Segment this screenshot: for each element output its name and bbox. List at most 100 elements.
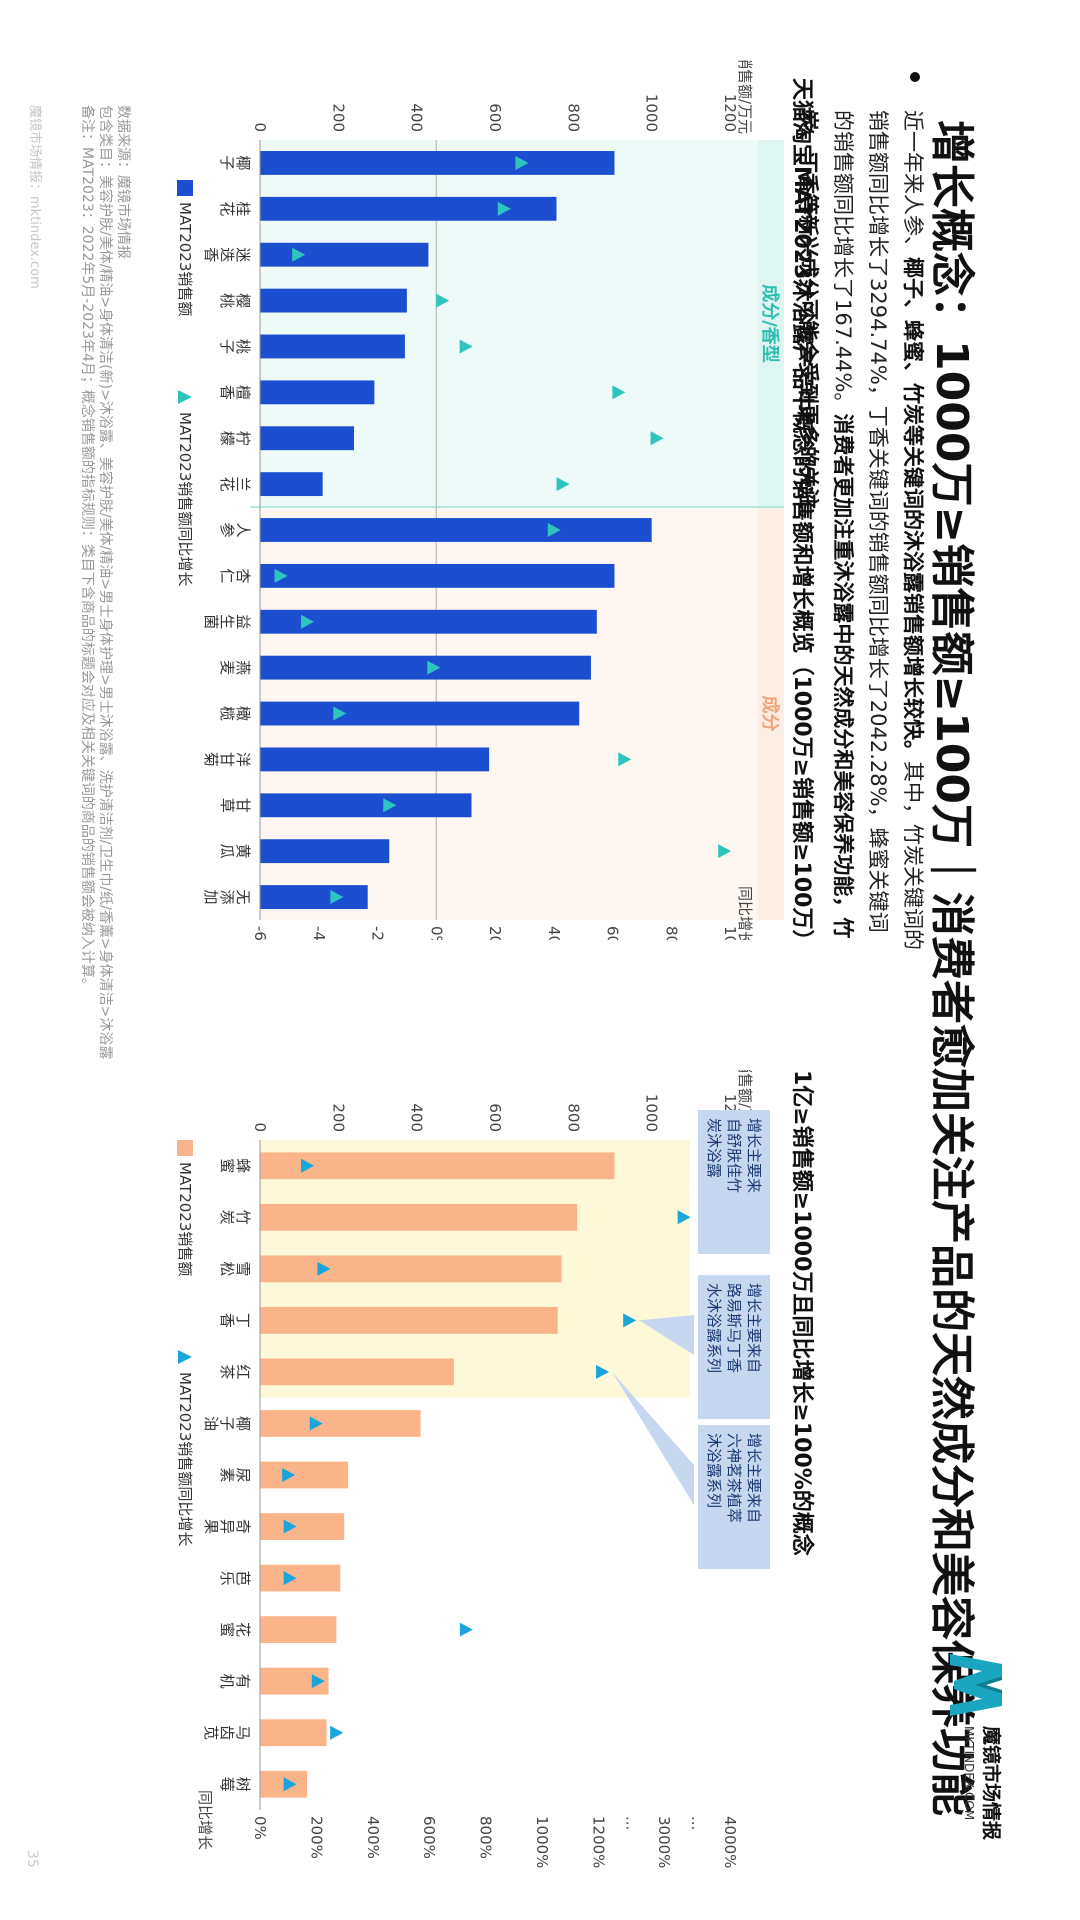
category-label: 樱桃 bbox=[218, 293, 252, 308]
growth-marker-人参 bbox=[547, 523, 561, 537]
growth-marker-雪松 bbox=[317, 1261, 331, 1276]
bar-有机 bbox=[259, 1667, 329, 1695]
category-label: 益生菌 bbox=[202, 614, 252, 629]
y2-tick-label: 40% bbox=[545, 926, 563, 940]
y-tick-label: 1200 bbox=[721, 94, 739, 132]
y-tick-label: 200 bbox=[329, 1103, 347, 1132]
y-tick-label: 0 bbox=[251, 122, 269, 132]
growth-marker-桃子 bbox=[459, 339, 473, 354]
growth-marker-红茶 bbox=[596, 1364, 610, 1379]
page-number: 35 bbox=[24, 1850, 40, 1868]
category-label: 椰子 bbox=[218, 155, 252, 170]
callout-line: 增长主要来自 bbox=[745, 1433, 763, 1524]
bar-檀香 bbox=[260, 380, 375, 405]
bar-橄榄 bbox=[259, 701, 580, 726]
bar-蜂蜜 bbox=[259, 1152, 615, 1180]
category-label: 橄榄 bbox=[218, 706, 252, 721]
category-label: 花蜜 bbox=[218, 1622, 252, 1637]
bar-迷迭香 bbox=[259, 242, 429, 267]
watermark: 魔镜市场情报：mktindex.com bbox=[27, 105, 42, 289]
group-area-0 bbox=[260, 140, 758, 508]
category-label: 洋甘菊 bbox=[202, 752, 252, 767]
bar-椰子油 bbox=[260, 1410, 421, 1437]
y2-axis-title: 同比增长 bbox=[736, 886, 754, 940]
growth-marker-黄瓜 bbox=[718, 844, 732, 859]
bar-益生菌 bbox=[259, 609, 597, 634]
growth-marker-洋甘菊 bbox=[618, 752, 632, 767]
y2-axis-title: 同比增长 bbox=[196, 1790, 214, 1850]
y-tick-label: 800 bbox=[564, 1103, 582, 1132]
growth-marker-丁香 bbox=[623, 1313, 637, 1328]
y2-tick-label: 4000% bbox=[721, 1816, 739, 1868]
category-label: 柠檬 bbox=[218, 431, 252, 446]
y2-tick-label: 0% bbox=[251, 1816, 269, 1840]
growth-marker-椰子油 bbox=[309, 1416, 323, 1431]
growth-marker-有机 bbox=[311, 1674, 325, 1689]
footer-categories: 包含类目：美容护肤/美体/精油>身体清洁(新)>沐浴露、美容护肤/美体/精油>男… bbox=[97, 105, 113, 1060]
bar-甘草 bbox=[260, 793, 472, 818]
group-band-0 bbox=[758, 140, 784, 508]
bar-奇异果 bbox=[260, 1513, 345, 1540]
category-label: 桂花 bbox=[218, 201, 252, 216]
y2-tick-label: -60% bbox=[251, 926, 269, 940]
growth-marker-竹炭 bbox=[677, 1210, 691, 1225]
y2-tick-label: 400% bbox=[364, 1816, 382, 1859]
y2-tick-label: 1200% bbox=[589, 1816, 607, 1868]
logo: 魔镜市场情报 MKTINDEX.COM bbox=[920, 1650, 1020, 1890]
y2-tick-label: 1000% bbox=[533, 1816, 551, 1868]
category-label: 檀香 bbox=[218, 385, 252, 400]
bar-芭乐 bbox=[259, 1564, 341, 1592]
growth-marker-橄榄 bbox=[333, 706, 347, 721]
bar-洋甘菊 bbox=[260, 747, 490, 772]
category-label: 桃子 bbox=[218, 339, 252, 354]
legend-marker-swatch bbox=[178, 390, 192, 404]
legend-bar-label: MAT2023销售额 bbox=[176, 1162, 194, 1276]
callout-line: 六神茗茶植萃 bbox=[725, 1433, 743, 1524]
y2-tick-label: 60% bbox=[604, 926, 622, 940]
category-label: 黄瓜 bbox=[218, 844, 252, 859]
y2-tick-label: 800% bbox=[477, 1816, 495, 1859]
category-label: 马齿苋 bbox=[202, 1725, 252, 1740]
growth-marker-迷迭香 bbox=[292, 247, 306, 262]
growth-marker-杏仁 bbox=[274, 568, 288, 583]
footer-notes: 数据来源：魔镜市场情报 包含类目：美容护肤/美体/精油>身体清洁(新)>沐浴露、… bbox=[78, 105, 132, 1125]
category-label: 奇异果 bbox=[202, 1519, 252, 1534]
y-tick-label: 200 bbox=[329, 103, 347, 132]
y-tick-label: 1000 bbox=[643, 94, 661, 132]
bar-丁香 bbox=[260, 1306, 558, 1334]
bar-树莓 bbox=[260, 1770, 307, 1798]
group-label-1: 成分 bbox=[759, 696, 781, 732]
growth-marker-树莓 bbox=[283, 1777, 297, 1792]
logo-m-icon bbox=[950, 1654, 1002, 1716]
category-label: 树莓 bbox=[218, 1777, 252, 1792]
growth-marker-花蜜 bbox=[459, 1622, 473, 1637]
growth-marker-蜂蜜 bbox=[301, 1158, 315, 1173]
y-tick-label: 0 bbox=[251, 1122, 269, 1132]
y-tick-label: 400 bbox=[408, 1103, 426, 1132]
y2-tick-label: 600% bbox=[420, 1816, 438, 1859]
bar-燕麦 bbox=[259, 655, 591, 680]
growth-marker-桂花 bbox=[497, 201, 511, 216]
bar-马齿苋 bbox=[260, 1719, 327, 1747]
group-band-1 bbox=[758, 507, 784, 920]
bar-红茶 bbox=[260, 1358, 454, 1386]
growth-marker-尿素 bbox=[282, 1468, 296, 1482]
y-tick-label: 800 bbox=[564, 103, 582, 132]
y2-tick-label: 100% bbox=[721, 926, 739, 940]
category-label: 红茶 bbox=[218, 1364, 252, 1379]
category-label: 有机 bbox=[218, 1674, 252, 1689]
bar-樱桃 bbox=[260, 288, 407, 313]
bar-竹炭 bbox=[260, 1203, 578, 1231]
bar-杏仁 bbox=[259, 563, 615, 588]
growth-marker-柠檬 bbox=[650, 431, 664, 446]
category-label: 竹炭 bbox=[218, 1210, 252, 1225]
bar-花蜜 bbox=[260, 1616, 337, 1644]
y2-tick-label: 20% bbox=[486, 926, 504, 940]
bar-雪松 bbox=[259, 1255, 562, 1283]
growth-marker-马齿苋 bbox=[330, 1725, 344, 1740]
category-label: 芭乐 bbox=[218, 1571, 252, 1586]
category-label: 杏仁 bbox=[218, 568, 252, 583]
